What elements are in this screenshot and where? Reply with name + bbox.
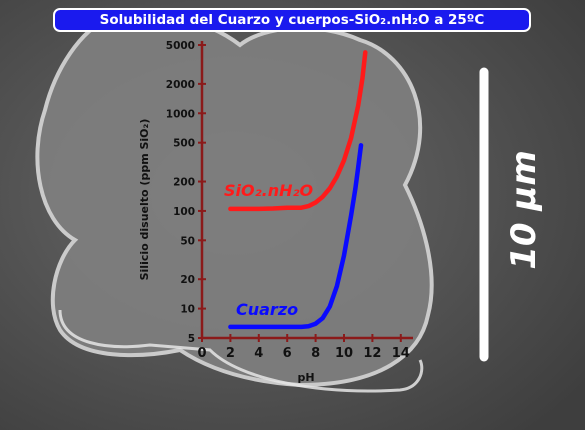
series-line-1 — [228, 143, 364, 330]
x-tick-label: 14 — [392, 346, 410, 361]
x-tick-label: 0 — [197, 346, 206, 361]
y-tick-label: 10 — [180, 304, 195, 316]
y-tick-label: 500 — [173, 138, 195, 150]
sem-particle-lower — [58, 309, 424, 393]
y-tick-label: 20 — [180, 274, 195, 286]
y-tick-label: 5000 — [166, 40, 195, 52]
series-label-silica-gel: SiO₂.nH₂O — [224, 181, 313, 200]
x-tick-label: 2 — [226, 346, 235, 361]
y-tick-label: 200 — [173, 177, 195, 189]
y-tick-label: 100 — [173, 206, 195, 218]
y-tick-label: 1000 — [166, 108, 195, 120]
x-axis-label: pH — [297, 371, 314, 384]
x-tick-label: 10 — [335, 346, 353, 361]
y-tick-label: 50 — [180, 235, 195, 247]
y-tick-label: 5 — [188, 333, 195, 345]
series-label-quartz: Cuarzo — [236, 300, 298, 319]
series-line-0 — [228, 50, 368, 212]
chart-title: Solubilidad del Cuarzo y cuerpos-SiO₂.nH… — [53, 8, 531, 32]
y-axis-label: Silicio disuelto (ppm SiO₂) — [138, 119, 151, 281]
y-tick-label: 2000 — [166, 79, 195, 91]
x-tick-label: 4 — [254, 346, 263, 361]
x-tick-label: 12 — [363, 346, 381, 361]
scale-bar-label: 10 μm — [504, 150, 544, 270]
x-tick-label: 6 — [283, 346, 292, 361]
plot-area: 5 10 20 50 100 200 500 1000 2000 5000 0 2 4 6 8 10 12 14 p… — [138, 40, 413, 384]
x-tick-label: 8 — [311, 346, 320, 361]
